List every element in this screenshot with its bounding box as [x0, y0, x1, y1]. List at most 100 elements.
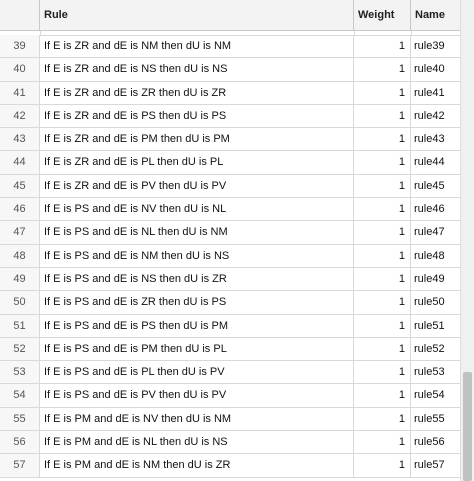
row-index: 55: [0, 407, 40, 431]
table-row[interactable]: 50 If E is PS and dE is ZR then dU is PS 1…: [0, 291, 460, 315]
table-row[interactable]: 56 If E is PM and dE is NL then dU is NS 1…: [0, 431, 460, 455]
weight-cell[interactable]: 1: [354, 221, 411, 244]
name-cell[interactable]: rule48: [414, 249, 445, 262]
row-index: 40: [0, 58, 40, 81]
name-cell[interactable]: rule46: [414, 203, 445, 216]
table-row[interactable]: 43 If E is ZR and dE is PM then dU is PM 1…: [0, 128, 460, 152]
table-row[interactable]: 46 If E is PS and dE is NV then dU is NL 1…: [0, 198, 460, 222]
table-row[interactable]: 39 If E is ZR and dE is NM then dU is NM 1…: [0, 35, 460, 59]
name-cell[interactable]: rule56: [414, 436, 445, 449]
name-cell[interactable]: rule57: [414, 459, 445, 472]
rule-cell[interactable]: If E is PM and dE is NL then dU is NS: [40, 431, 354, 454]
table-row[interactable]: 55 If E is PM and dE is NV then dU is NM 1…: [0, 407, 460, 432]
rule-cell[interactable]: If E is PM and dE is NV then dU is NM: [40, 407, 354, 431]
table-row[interactable]: 42 If E is ZR and dE is PS then dU is PS 1…: [0, 104, 460, 129]
rule-cell[interactable]: If E is ZR and dE is PV then dU is PV: [40, 174, 354, 198]
name-cell[interactable]: rule39: [414, 40, 445, 52]
rule-cell[interactable]: If E is ZR and dE is NM then dU is NM: [40, 35, 354, 58]
table-row[interactable]: 44 If E is ZR and dE is PL then dU is PL 1…: [0, 151, 460, 175]
weight-cell[interactable]: 1: [354, 431, 411, 454]
vertical-scrollbar[interactable]: [460, 0, 474, 481]
name-cell[interactable]: rule53: [414, 366, 445, 379]
row-index: 44: [0, 151, 40, 174]
name-cell[interactable]: rule41: [414, 86, 445, 99]
name-cell[interactable]: rule42: [414, 109, 445, 122]
partial-row: [0, 31, 460, 36]
rule-cell[interactable]: If E is PM and dE is NM then dU is ZR: [40, 454, 354, 477]
weight-cell[interactable]: 1: [354, 337, 411, 361]
table-row[interactable]: 54 If E is PS and dE is PV then dU is PV 1…: [0, 384, 460, 408]
weight-cell[interactable]: 1: [354, 35, 411, 58]
name-cell[interactable]: rule54: [414, 389, 445, 402]
table-row[interactable]: 45 If E is ZR and dE is PV then dU is PV 1…: [0, 174, 460, 199]
rule-cell[interactable]: If E is ZR and dE is NS then dU is NS: [40, 58, 354, 81]
table-rows: 39 If E is ZR and dE is NM then dU is NM 1…: [0, 35, 460, 478]
rule-cell[interactable]: If E is PS and dE is NM then dU is NS: [40, 244, 354, 267]
name-cell[interactable]: rule50: [414, 296, 445, 309]
weight-cell[interactable]: 1: [354, 244, 411, 267]
row-index: 53: [0, 361, 40, 384]
name-cell[interactable]: rule47: [414, 226, 445, 239]
weight-cell[interactable]: 1: [354, 384, 411, 407]
weight-cell[interactable]: 1: [354, 151, 411, 174]
row-index: 56: [0, 431, 40, 454]
rule-cell[interactable]: If E is ZR and dE is ZR then dU is ZR: [40, 81, 354, 104]
row-index: 47: [0, 221, 40, 244]
rule-cell[interactable]: If E is PS and dE is NL then dU is NM: [40, 221, 354, 244]
name-cell[interactable]: rule55: [414, 412, 445, 425]
rule-cell[interactable]: If E is PS and dE is NV then dU is NL: [40, 198, 354, 221]
table-row[interactable]: 47 If E is PS and dE is NL then dU is NM 1…: [0, 221, 460, 245]
weight-cell[interactable]: 1: [354, 454, 411, 477]
scrollbar-thumb[interactable]: [463, 372, 472, 481]
rule-cell[interactable]: If E is ZR and dE is PS then dU is PS: [40, 104, 354, 128]
table-row[interactable]: 48 If E is PS and dE is NM then dU is NS 1…: [0, 244, 460, 268]
table-row[interactable]: 51 If E is PS and dE is PS then dU is PM 1…: [0, 314, 460, 338]
rule-cell[interactable]: If E is PS and dE is PS then dU is PM: [40, 314, 354, 337]
row-index: 39: [0, 35, 40, 58]
weight-cell[interactable]: 1: [354, 58, 411, 81]
header-weight[interactable]: Weight: [354, 0, 411, 30]
name-cell[interactable]: rule45: [414, 179, 445, 192]
weight-cell[interactable]: 1: [354, 104, 411, 128]
weight-cell[interactable]: 1: [354, 267, 411, 291]
name-cell[interactable]: rule49: [414, 272, 445, 285]
table-row[interactable]: 40 If E is ZR and dE is NS then dU is NS 1…: [0, 58, 460, 82]
row-index: 52: [0, 337, 40, 361]
weight-cell[interactable]: 1: [354, 81, 411, 104]
name-cell[interactable]: rule51: [414, 319, 445, 332]
table-row[interactable]: 41 If E is ZR and dE is ZR then dU is ZR 1…: [0, 81, 460, 105]
weight-cell[interactable]: 1: [354, 314, 411, 337]
weight-cell[interactable]: 1: [354, 198, 411, 221]
name-cell[interactable]: rule44: [414, 156, 445, 169]
row-index: 43: [0, 128, 40, 151]
row-index: 45: [0, 174, 40, 198]
rule-cell[interactable]: If E is PS and dE is ZR then dU is PS: [40, 291, 354, 314]
rule-cell[interactable]: If E is PS and dE is PL then dU is PV: [40, 361, 354, 384]
row-index: 41: [0, 81, 40, 104]
table-row[interactable]: 53 If E is PS and dE is PL then dU is PV 1…: [0, 361, 460, 385]
header-rule[interactable]: Rule: [40, 0, 354, 30]
rule-cell[interactable]: If E is PS and dE is NS then dU is ZR: [40, 267, 354, 291]
table-row[interactable]: 49 If E is PS and dE is NS then dU is ZR 1…: [0, 267, 460, 292]
weight-cell[interactable]: 1: [354, 128, 411, 151]
row-index: 57: [0, 454, 40, 477]
row-index: 50: [0, 291, 40, 314]
table-row[interactable]: 52 If E is PS and dE is PM then dU is PL 1…: [0, 337, 460, 362]
weight-cell[interactable]: 1: [354, 291, 411, 314]
table-body: 39 If E is ZR and dE is NM then dU is NM 1…: [0, 31, 460, 481]
rule-cell[interactable]: If E is PS and dE is PV then dU is PV: [40, 384, 354, 407]
name-cell[interactable]: rule40: [414, 63, 445, 76]
weight-cell[interactable]: 1: [354, 174, 411, 198]
header-name[interactable]: Name: [415, 9, 445, 21]
name-cell[interactable]: rule52: [414, 342, 445, 355]
table-row[interactable]: 57 If E is PM and dE is NM then dU is ZR 1…: [0, 454, 460, 478]
rule-cell[interactable]: If E is ZR and dE is PL then dU is PL: [40, 151, 354, 174]
weight-cell[interactable]: 1: [354, 361, 411, 384]
table-header: Rule Weight Name: [0, 0, 460, 31]
weight-cell[interactable]: 1: [354, 407, 411, 431]
rule-cell[interactable]: If E is ZR and dE is PM then dU is PM: [40, 128, 354, 151]
name-cell[interactable]: rule43: [414, 133, 445, 146]
header-index[interactable]: [0, 0, 40, 30]
rule-cell[interactable]: If E is PS and dE is PM then dU is PL: [40, 337, 354, 361]
